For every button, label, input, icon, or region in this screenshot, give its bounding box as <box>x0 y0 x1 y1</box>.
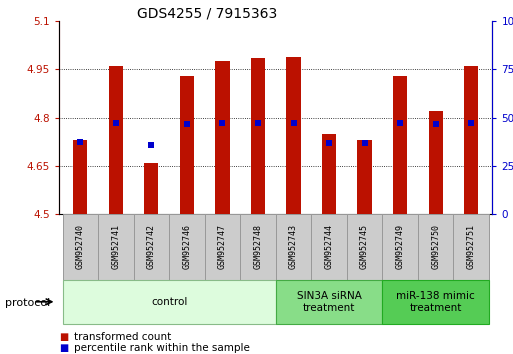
Bar <box>428 111 443 214</box>
Text: percentile rank within the sample: percentile rank within the sample <box>74 343 250 353</box>
Bar <box>180 76 194 214</box>
Bar <box>358 140 372 214</box>
Bar <box>322 134 336 214</box>
Bar <box>98 214 133 280</box>
Bar <box>251 58 265 214</box>
Text: GSM952743: GSM952743 <box>289 224 298 269</box>
Text: GSM952747: GSM952747 <box>218 224 227 269</box>
Text: transformed count: transformed count <box>74 332 172 342</box>
Text: GSM952744: GSM952744 <box>325 224 333 269</box>
Bar <box>393 76 407 214</box>
Bar <box>109 66 123 214</box>
Point <box>467 121 475 126</box>
Point <box>254 121 262 126</box>
Point <box>289 121 298 126</box>
Text: miR-138 mimic
treatment: miR-138 mimic treatment <box>396 291 475 313</box>
Text: protocol: protocol <box>5 298 50 308</box>
Text: control: control <box>151 297 187 307</box>
Bar <box>286 57 301 214</box>
Text: GSM952750: GSM952750 <box>431 224 440 269</box>
Bar <box>311 214 347 280</box>
Point <box>361 140 369 145</box>
Text: SIN3A siRNA
treatment: SIN3A siRNA treatment <box>297 291 362 313</box>
Text: GSM952745: GSM952745 <box>360 224 369 269</box>
Text: ■: ■ <box>59 343 68 353</box>
Bar <box>169 214 205 280</box>
Point <box>396 121 404 126</box>
Text: GSM952741: GSM952741 <box>111 224 121 269</box>
Bar <box>205 214 240 280</box>
Bar <box>63 214 98 280</box>
Bar <box>133 214 169 280</box>
Bar <box>382 280 489 324</box>
Text: GSM952749: GSM952749 <box>396 224 405 269</box>
Point <box>431 122 440 127</box>
Bar <box>453 214 489 280</box>
Point <box>76 139 85 145</box>
Text: GSM952748: GSM952748 <box>253 224 263 269</box>
Bar <box>276 280 382 324</box>
Bar <box>418 214 453 280</box>
Text: GSM952751: GSM952751 <box>467 224 476 269</box>
Point <box>147 142 155 148</box>
Text: ■: ■ <box>59 332 68 342</box>
Bar <box>276 214 311 280</box>
Point <box>219 121 227 126</box>
Bar <box>347 214 382 280</box>
Point <box>183 122 191 127</box>
Bar <box>240 214 276 280</box>
Bar <box>63 280 276 324</box>
Point <box>325 140 333 145</box>
Text: GSM952746: GSM952746 <box>183 224 191 269</box>
Bar <box>464 66 478 214</box>
Bar <box>215 62 229 214</box>
Text: GSM952740: GSM952740 <box>76 224 85 269</box>
Text: GSM952742: GSM952742 <box>147 224 156 269</box>
Bar <box>382 214 418 280</box>
Bar <box>73 140 87 214</box>
Point <box>112 121 120 126</box>
Text: GDS4255 / 7915363: GDS4255 / 7915363 <box>137 6 277 20</box>
Bar <box>144 163 159 214</box>
